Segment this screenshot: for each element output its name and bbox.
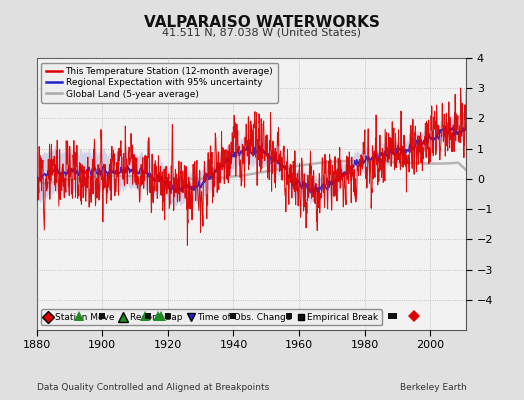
Legend: Station Move, Record Gap, Time of Obs. Change, Empirical Break: Station Move, Record Gap, Time of Obs. C… xyxy=(41,309,382,326)
Text: VALPARAISO WATERWORKS: VALPARAISO WATERWORKS xyxy=(144,15,380,30)
Text: 41.511 N, 87.038 W (United States): 41.511 N, 87.038 W (United States) xyxy=(162,27,362,37)
Text: Data Quality Controlled and Aligned at Breakpoints: Data Quality Controlled and Aligned at B… xyxy=(37,383,269,392)
Text: Berkeley Earth: Berkeley Earth xyxy=(400,383,466,392)
